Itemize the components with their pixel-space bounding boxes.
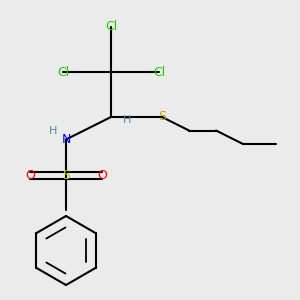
Text: O: O: [97, 169, 107, 182]
Text: S: S: [158, 110, 166, 124]
Text: O: O: [25, 169, 35, 182]
Text: H: H: [49, 126, 58, 136]
Text: Cl: Cl: [57, 65, 69, 79]
Text: H: H: [123, 115, 132, 125]
Text: Cl: Cl: [153, 65, 165, 79]
Text: S: S: [62, 169, 70, 182]
Text: Cl: Cl: [105, 20, 117, 34]
Text: N: N: [61, 133, 71, 146]
